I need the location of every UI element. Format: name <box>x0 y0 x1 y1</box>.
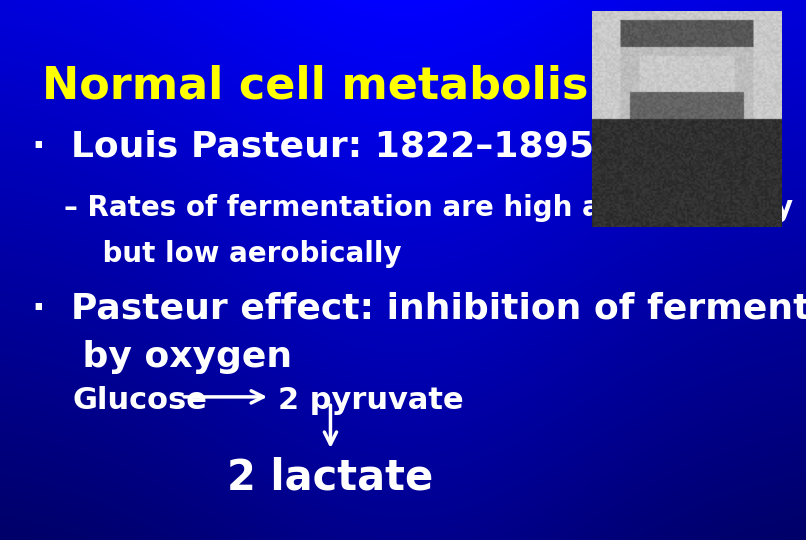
Text: Glucose: Glucose <box>73 386 207 415</box>
Text: ·  Pasteur effect: inhibition of fermentation: · Pasteur effect: inhibition of fermenta… <box>32 292 806 326</box>
Text: – Rates of fermentation are high anaerobically: – Rates of fermentation are high anaerob… <box>64 194 794 222</box>
Text: by oxygen: by oxygen <box>32 340 293 374</box>
Text: Normal cell metabolism: Normal cell metabolism <box>42 65 635 108</box>
Text: 2 pyruvate: 2 pyruvate <box>278 386 463 415</box>
Text: but low aerobically: but low aerobically <box>64 240 402 268</box>
Text: 2 lactate: 2 lactate <box>227 456 434 498</box>
Text: ·  Louis Pasteur: 1822–1895: · Louis Pasteur: 1822–1895 <box>32 130 594 164</box>
